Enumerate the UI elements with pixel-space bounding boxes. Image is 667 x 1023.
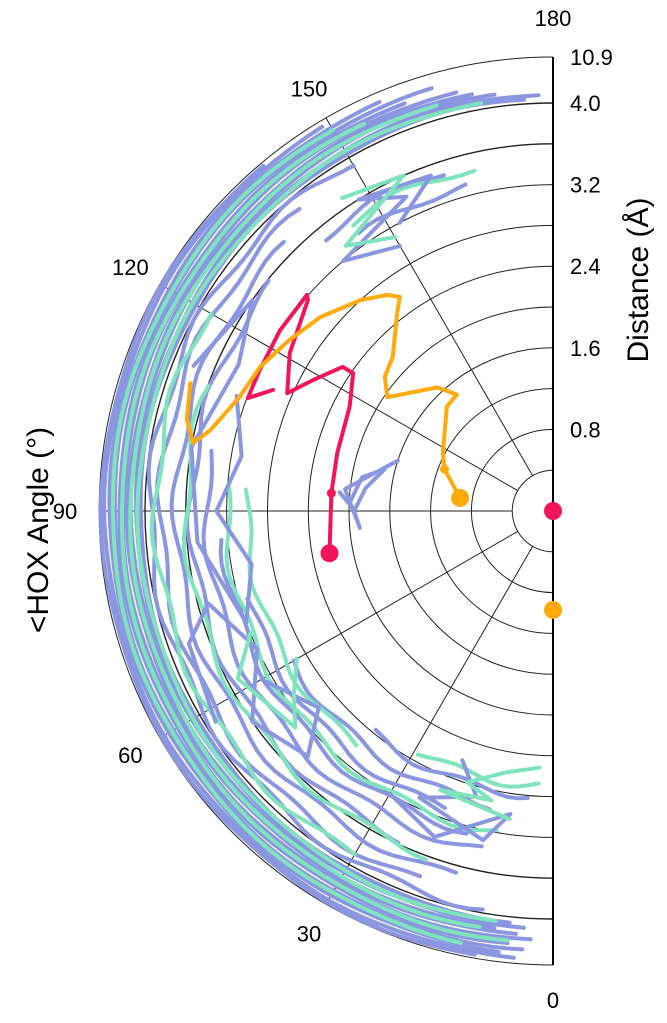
traces <box>98 86 562 960</box>
angle-tick-label: 150 <box>291 76 328 101</box>
green-trajectory-arc <box>135 101 498 923</box>
green-trajectory-arc <box>149 311 357 857</box>
orange-trajectory-marker <box>451 488 470 507</box>
green-trajectory-arc <box>120 121 510 943</box>
blue-trajectory-arc <box>245 596 447 811</box>
angle-tick-label: 30 <box>297 922 321 947</box>
angle-tick-label: 180 <box>535 6 572 31</box>
radial-tick-label: 3.2 <box>570 173 601 198</box>
radial-tick-label: 2.4 <box>570 254 601 279</box>
blue-trajectory-arc <box>291 658 492 812</box>
green-trajectory <box>340 173 406 248</box>
blue-trajectory-arc <box>146 163 485 912</box>
green-trajectory-arc <box>351 168 477 228</box>
radial-tick-label: 0.8 <box>570 417 601 442</box>
blue-trajectory <box>189 298 255 625</box>
green-trajectory <box>438 765 542 822</box>
green-trajectory-arc <box>243 487 359 748</box>
blue-trajectory-arc <box>112 86 525 952</box>
angle-tick-label: 0 <box>547 988 559 1013</box>
orange-trajectory <box>184 292 463 500</box>
blue-trajectory <box>186 601 321 759</box>
blue-trajectory-arc <box>185 278 401 845</box>
blue-trajectory <box>337 458 400 530</box>
radial-gridline <box>511 469 554 553</box>
angle-tick-label: 120 <box>112 255 149 280</box>
y-axis-title: Distance (Å) <box>622 197 655 362</box>
radial-tick-label: 1.6 <box>570 336 601 361</box>
orange-trajectory-marker <box>440 464 450 474</box>
blue-trajectory-arc <box>324 173 446 243</box>
blue-trajectory-arc <box>121 90 533 942</box>
radial-tick-label: 4.0 <box>570 91 601 116</box>
red-trajectory-marker <box>320 544 339 563</box>
orange-trajectory-marker <box>544 600 562 619</box>
angular-spoke <box>325 546 534 905</box>
angular-spoke <box>159 283 518 492</box>
blue-trajectory-arc <box>117 101 510 945</box>
green-trajectory-arc <box>110 128 464 946</box>
x-axis-title: <HOX Angle (°) <box>22 427 55 633</box>
angular-spoke <box>325 117 534 476</box>
green-trajectory-arc <box>416 752 541 789</box>
red-trajectory <box>245 292 356 556</box>
green-trajectory-arc <box>128 103 482 929</box>
angle-tick-label: 90 <box>53 499 77 524</box>
radial-tick-label: 10.9 <box>570 45 613 70</box>
blue-trajectory-arc <box>98 163 477 957</box>
blue-trajectory-arc <box>102 124 516 960</box>
tick-labels: 0.8 1.6 2.4 3.2 4.0 10.9 0 30 60 90 120 150 180 <box>53 6 613 1013</box>
green-trajectory <box>235 631 299 730</box>
red-trajectory-marker <box>544 502 562 520</box>
green-trajectory-arc <box>224 486 499 833</box>
red-trajectory-marker <box>326 488 336 498</box>
blue-trajectory-arc <box>373 727 530 801</box>
angle-tick-label: 60 <box>118 743 142 768</box>
angular-spoke <box>159 530 518 739</box>
green-trajectory-arc <box>181 383 428 862</box>
blue-trajectory <box>341 173 433 263</box>
